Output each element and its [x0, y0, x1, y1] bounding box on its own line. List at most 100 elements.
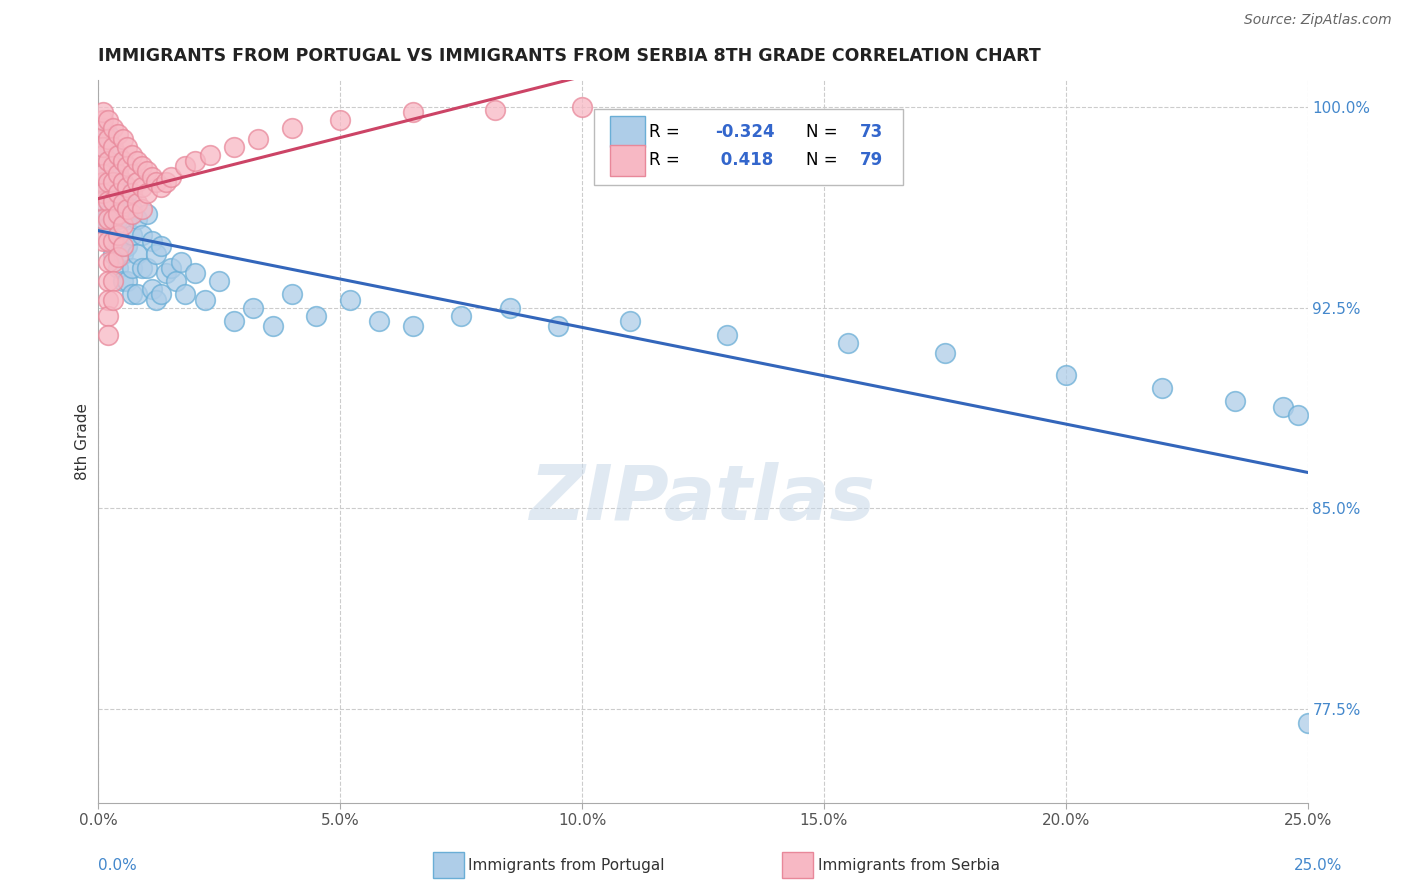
Point — [165, 274, 187, 288]
Point — [127, 247, 149, 261]
Point — [97, 194, 120, 208]
Point — [91, 194, 114, 208]
Point — [121, 228, 143, 243]
Point — [155, 266, 177, 280]
Point — [111, 247, 134, 261]
Point — [402, 105, 425, 120]
Point — [117, 274, 139, 288]
Point — [262, 319, 284, 334]
Point — [97, 309, 120, 323]
Point — [91, 113, 114, 128]
Point — [135, 260, 157, 275]
Point — [121, 148, 143, 162]
Point — [101, 180, 124, 194]
Point — [127, 153, 149, 168]
Point — [111, 153, 134, 168]
Point — [97, 293, 120, 307]
Point — [247, 132, 270, 146]
Point — [281, 287, 304, 301]
Point — [131, 228, 153, 243]
Point — [111, 274, 134, 288]
Point — [97, 180, 120, 194]
Point — [91, 175, 114, 189]
Text: 25.0%: 25.0% — [1295, 858, 1343, 872]
Point — [97, 274, 120, 288]
Point — [174, 159, 197, 173]
Text: Immigrants from Portugal: Immigrants from Portugal — [468, 858, 665, 872]
Point — [135, 186, 157, 200]
FancyBboxPatch shape — [610, 145, 645, 176]
Point — [329, 113, 352, 128]
Text: N =: N = — [806, 152, 838, 169]
Text: 79: 79 — [860, 152, 883, 169]
FancyBboxPatch shape — [595, 109, 903, 185]
Point — [107, 148, 129, 162]
Text: IMMIGRANTS FROM PORTUGAL VS IMMIGRANTS FROM SERBIA 8TH GRADE CORRELATION CHART: IMMIGRANTS FROM PORTUGAL VS IMMIGRANTS F… — [98, 47, 1042, 65]
Point — [135, 207, 157, 221]
Point — [150, 180, 173, 194]
Point — [117, 239, 139, 253]
Point — [184, 266, 207, 280]
Point — [131, 180, 153, 194]
Point — [484, 103, 506, 117]
Point — [97, 234, 120, 248]
Point — [145, 247, 167, 261]
Point — [1152, 381, 1174, 395]
Point — [97, 153, 120, 168]
Point — [141, 282, 163, 296]
Point — [121, 207, 143, 221]
Point — [402, 319, 425, 334]
Point — [117, 180, 139, 194]
Point — [101, 175, 124, 189]
Point — [121, 260, 143, 275]
Point — [1286, 408, 1309, 422]
Point — [91, 159, 114, 173]
Point — [101, 293, 124, 307]
Point — [117, 140, 139, 154]
Point — [155, 175, 177, 189]
Point — [131, 202, 153, 216]
Point — [121, 186, 143, 200]
Point — [101, 159, 124, 173]
Point — [97, 127, 120, 141]
Point — [97, 255, 120, 269]
Y-axis label: 8th Grade: 8th Grade — [75, 403, 90, 480]
Point — [111, 175, 134, 189]
Point — [194, 293, 217, 307]
Point — [160, 169, 183, 184]
Point — [111, 239, 134, 253]
Point — [127, 212, 149, 227]
Point — [107, 250, 129, 264]
Point — [101, 167, 124, 181]
Point — [127, 196, 149, 211]
Point — [107, 167, 129, 181]
Point — [117, 186, 139, 200]
Point — [91, 140, 114, 154]
Point — [1054, 368, 1077, 382]
Point — [107, 234, 129, 248]
Point — [174, 287, 197, 301]
Point — [101, 255, 124, 269]
Point — [547, 319, 569, 334]
Point — [91, 148, 114, 162]
Point — [619, 314, 641, 328]
Point — [169, 255, 191, 269]
Point — [117, 159, 139, 173]
Point — [111, 175, 134, 189]
Point — [91, 132, 114, 146]
Point — [339, 293, 361, 307]
Point — [101, 194, 124, 208]
Point — [107, 127, 129, 141]
Point — [222, 314, 245, 328]
Text: 0.418: 0.418 — [716, 152, 773, 169]
Point — [111, 132, 134, 146]
Point — [101, 212, 124, 227]
Point — [101, 212, 124, 227]
Point — [107, 207, 129, 221]
Point — [107, 212, 129, 227]
Point — [97, 220, 120, 235]
Point — [101, 194, 124, 208]
Point — [97, 153, 120, 168]
Text: R =: R = — [648, 152, 679, 169]
Point — [121, 202, 143, 216]
